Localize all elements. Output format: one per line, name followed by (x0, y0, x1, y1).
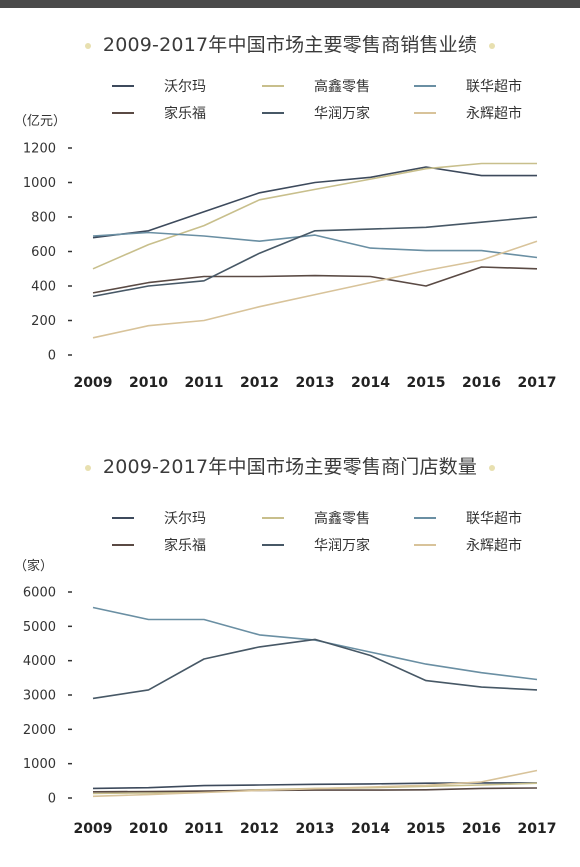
x-tick-label: 2014 (351, 821, 390, 837)
chart-legend: 沃尔玛 高鑫零售 联华超市家乐福 华润万家 永辉超市 (0, 76, 580, 126)
x-tick-label: 2013 (296, 821, 335, 837)
legend-label: 永辉超市 (466, 106, 522, 122)
y-tick-label: 4000 (23, 654, 56, 669)
series-line-3 (92, 787, 538, 793)
title-dot-left (84, 464, 91, 471)
top-bar (0, 0, 580, 8)
series-line-3 (92, 266, 538, 294)
legend-swatch (112, 544, 134, 546)
legend-swatch (414, 112, 436, 114)
series-line-5 (92, 240, 538, 339)
series-line-2 (92, 606, 538, 681)
x-tick-label: 2016 (462, 821, 501, 837)
series-line-1 (92, 162, 537, 270)
legend-label: 华润万家 (314, 106, 370, 122)
legend-label: 联华超市 (466, 79, 522, 95)
x-tick-label: 2015 (407, 375, 446, 391)
chart-title: 2009-2017年中国市场主要零售商门店数量 (0, 452, 580, 479)
x-tick-label: 2012 (240, 375, 279, 391)
chart-title-text: 2009-2017年中国市场主要零售商销售业绩 (102, 34, 478, 56)
series-line-4 (92, 216, 538, 298)
legend-label: 联华超市 (466, 511, 522, 527)
legend-label: 沃尔玛 (164, 511, 206, 527)
chart-title-text: 2009-2017年中国市场主要零售商门店数量 (102, 456, 478, 478)
legend-label: 家乐福 (164, 538, 206, 554)
legend-swatch (262, 112, 284, 114)
legend-swatch (262, 517, 284, 519)
x-tick-label: 2010 (129, 821, 168, 837)
legend-swatch (414, 544, 436, 546)
y-tick-label: 0 (48, 792, 56, 807)
legend-label: 高鑫零售 (314, 79, 370, 95)
y-tick-label: 600 (31, 245, 56, 260)
x-tick-label: 2017 (518, 821, 557, 837)
series-line-2 (92, 231, 538, 259)
title-dot-right (489, 42, 496, 49)
legend-swatch (414, 517, 436, 519)
x-tick-label: 2009 (74, 821, 113, 837)
legend-swatch (112, 85, 134, 87)
legend-label: 高鑫零售 (314, 511, 370, 527)
y-tick-label: 1000 (23, 176, 56, 191)
x-tick-label: 2010 (129, 375, 168, 391)
chart-legend: 沃尔玛 高鑫零售 联华超市家乐福 华润万家 永辉超市 (0, 508, 580, 558)
y-tick-label: 400 (31, 280, 56, 295)
y-tick-label: 1000 (23, 757, 56, 772)
x-tick-label: 2014 (351, 375, 390, 391)
sales-plot: 0 200 400 600 800 1000 1200 2009 2010 2011 2012 201… (23, 142, 557, 392)
legend-swatch (414, 85, 436, 87)
y-tick-label: 3000 (23, 689, 56, 704)
y-tick-label: 1200 (23, 142, 56, 157)
x-tick-label: 2013 (296, 375, 335, 391)
y-tick-label: 5000 (23, 620, 56, 635)
title-dot-right (489, 464, 496, 471)
x-tick-label: 2011 (185, 821, 224, 837)
legend-swatch (262, 85, 284, 87)
title-dot-left (84, 42, 91, 49)
series-line-4 (92, 638, 538, 700)
y-tick-label: 2000 (23, 723, 56, 738)
y-axis-unit: （家） (14, 559, 54, 574)
series-line-5 (92, 769, 538, 798)
sales-chart: 2009-2017年中国市场主要零售商销售业绩 沃尔玛 高鑫零售 联华超市家乐福 华润… (0, 0, 580, 410)
y-tick-label: 800 (31, 211, 56, 226)
x-tick-label: 2011 (185, 375, 224, 391)
x-tick-label: 2015 (407, 821, 446, 837)
x-tick-label: 2012 (240, 821, 279, 837)
legend-swatch (112, 517, 134, 519)
legend-label: 家乐福 (164, 106, 206, 122)
legend-label: 华润万家 (314, 538, 370, 554)
y-tick-label: 0 (48, 349, 56, 364)
x-tick-label: 2009 (74, 375, 113, 391)
y-tick-label: 6000 (23, 586, 56, 601)
chart-title: 2009-2017年中国市场主要零售商销售业绩 (0, 30, 580, 57)
legend-label: 沃尔玛 (164, 79, 206, 95)
legend-swatch (112, 112, 134, 114)
legend-swatch (262, 544, 284, 546)
x-tick-label: 2016 (462, 375, 501, 391)
y-tick-label: 200 (31, 314, 56, 329)
y-axis-unit: （亿元） (14, 114, 67, 129)
legend-label: 永辉超市 (466, 538, 522, 554)
x-tick-label: 2017 (518, 375, 557, 391)
series-line-0 (92, 166, 537, 239)
